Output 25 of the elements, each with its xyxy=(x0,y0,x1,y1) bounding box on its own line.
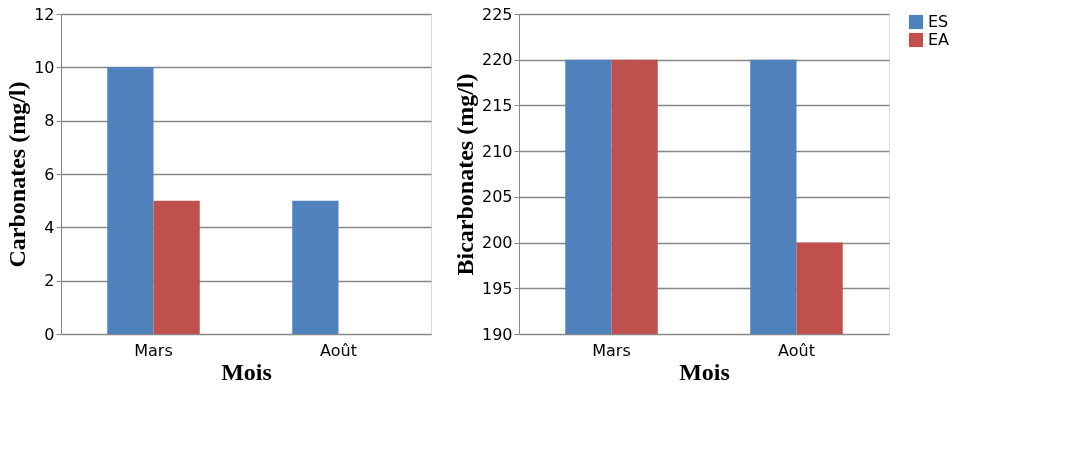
y-tick-label: 6 xyxy=(44,164,55,184)
y-tick-label: 4 xyxy=(44,217,55,237)
y-tick-label: 220 xyxy=(481,50,513,70)
x-tick-label: Août xyxy=(320,340,357,360)
y-axis-title: Carbonates (mg/l) xyxy=(4,81,31,268)
legend-label: ES xyxy=(928,12,949,31)
y-tick-label: 225 xyxy=(481,4,513,24)
y-tick-label: 0 xyxy=(44,324,55,344)
y-tick-label: 210 xyxy=(481,141,513,161)
x-tick-label: Août xyxy=(778,340,815,360)
y-tick-label: 10 xyxy=(34,57,55,77)
y-tick-label: 2 xyxy=(44,271,55,291)
y-tick-label: 200 xyxy=(481,233,513,253)
x-tick-label: Mars xyxy=(592,340,631,360)
y-tick-label: 12 xyxy=(34,4,55,24)
legend-label: EA xyxy=(928,30,950,49)
y-tick-label: 205 xyxy=(481,187,513,207)
y-tick-label: 195 xyxy=(481,278,513,298)
y-tick-label: 8 xyxy=(44,111,55,131)
x-axis-title: Mois xyxy=(221,358,272,385)
y-tick-label: 215 xyxy=(481,95,513,115)
y-axis-title: Bicarbonates (mg/l) xyxy=(451,73,478,276)
x-axis-title: Mois xyxy=(679,358,730,385)
x-tick-label: Mars xyxy=(134,340,173,360)
y-tick-label: 190 xyxy=(481,324,513,344)
